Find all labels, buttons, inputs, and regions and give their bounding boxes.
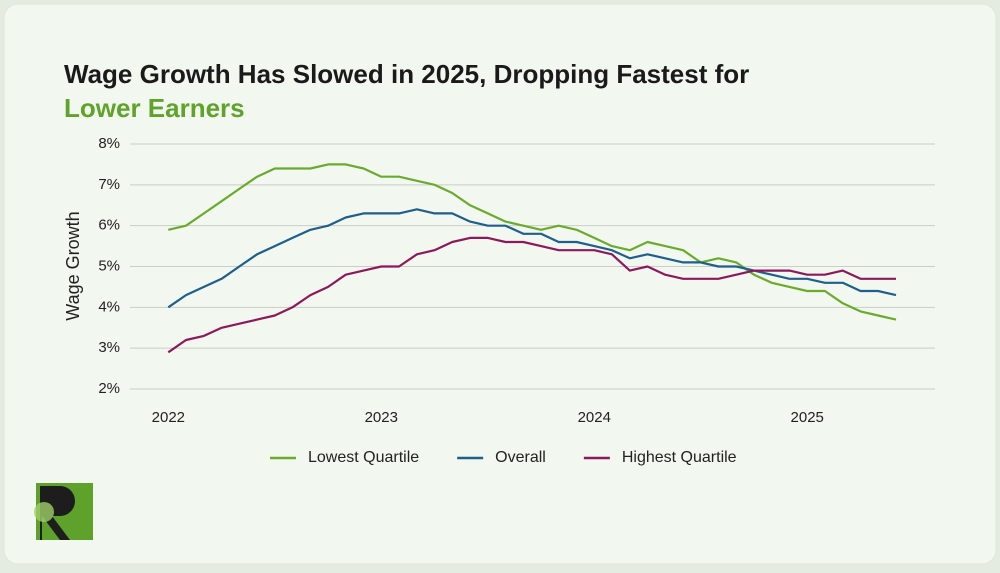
chart-title-highlight: Lower Earners [64, 93, 245, 123]
y-tick-label: 5% [98, 257, 120, 274]
y-tick-label: 3% [98, 339, 120, 356]
line-series [167, 208, 897, 309]
y-tick-label: 6% [98, 217, 120, 234]
plot-area: 2% 3% 4% 5% 6% 7% 8% 2022 2023 2024 2025 [98, 135, 935, 426]
x-tick-label: 2024 [578, 409, 611, 426]
legend-label: Lowest Quartile [308, 449, 419, 466]
legend: Lowest Quartile Overall Highest Quartile [270, 449, 737, 466]
legend-label: Overall [495, 449, 546, 466]
x-tick-label: 2022 [152, 409, 185, 426]
x-tick-label: 2023 [365, 409, 398, 426]
y-tick-label: 8% [98, 135, 120, 152]
logo-r [40, 486, 75, 540]
logo [34, 483, 93, 540]
chart-title: Wage Growth Has Slowed in 2025, Dropping… [64, 59, 749, 89]
title-line-1: Wage Growth Has Slowed in 2025, Dropping… [64, 59, 749, 89]
x-tick-label: 2025 [791, 409, 824, 426]
legend-label: Highest Quartile [622, 449, 737, 466]
logo-dot [34, 502, 54, 522]
y-tick-label: 7% [98, 176, 120, 193]
title-line-2: Lower Earners [64, 93, 245, 123]
y-tick-label: 2% [98, 380, 120, 397]
y-tick-label: 4% [98, 298, 120, 315]
line-series [168, 163, 897, 321]
y-axis-label: Wage Growth [63, 211, 83, 320]
line-series [167, 236, 896, 354]
